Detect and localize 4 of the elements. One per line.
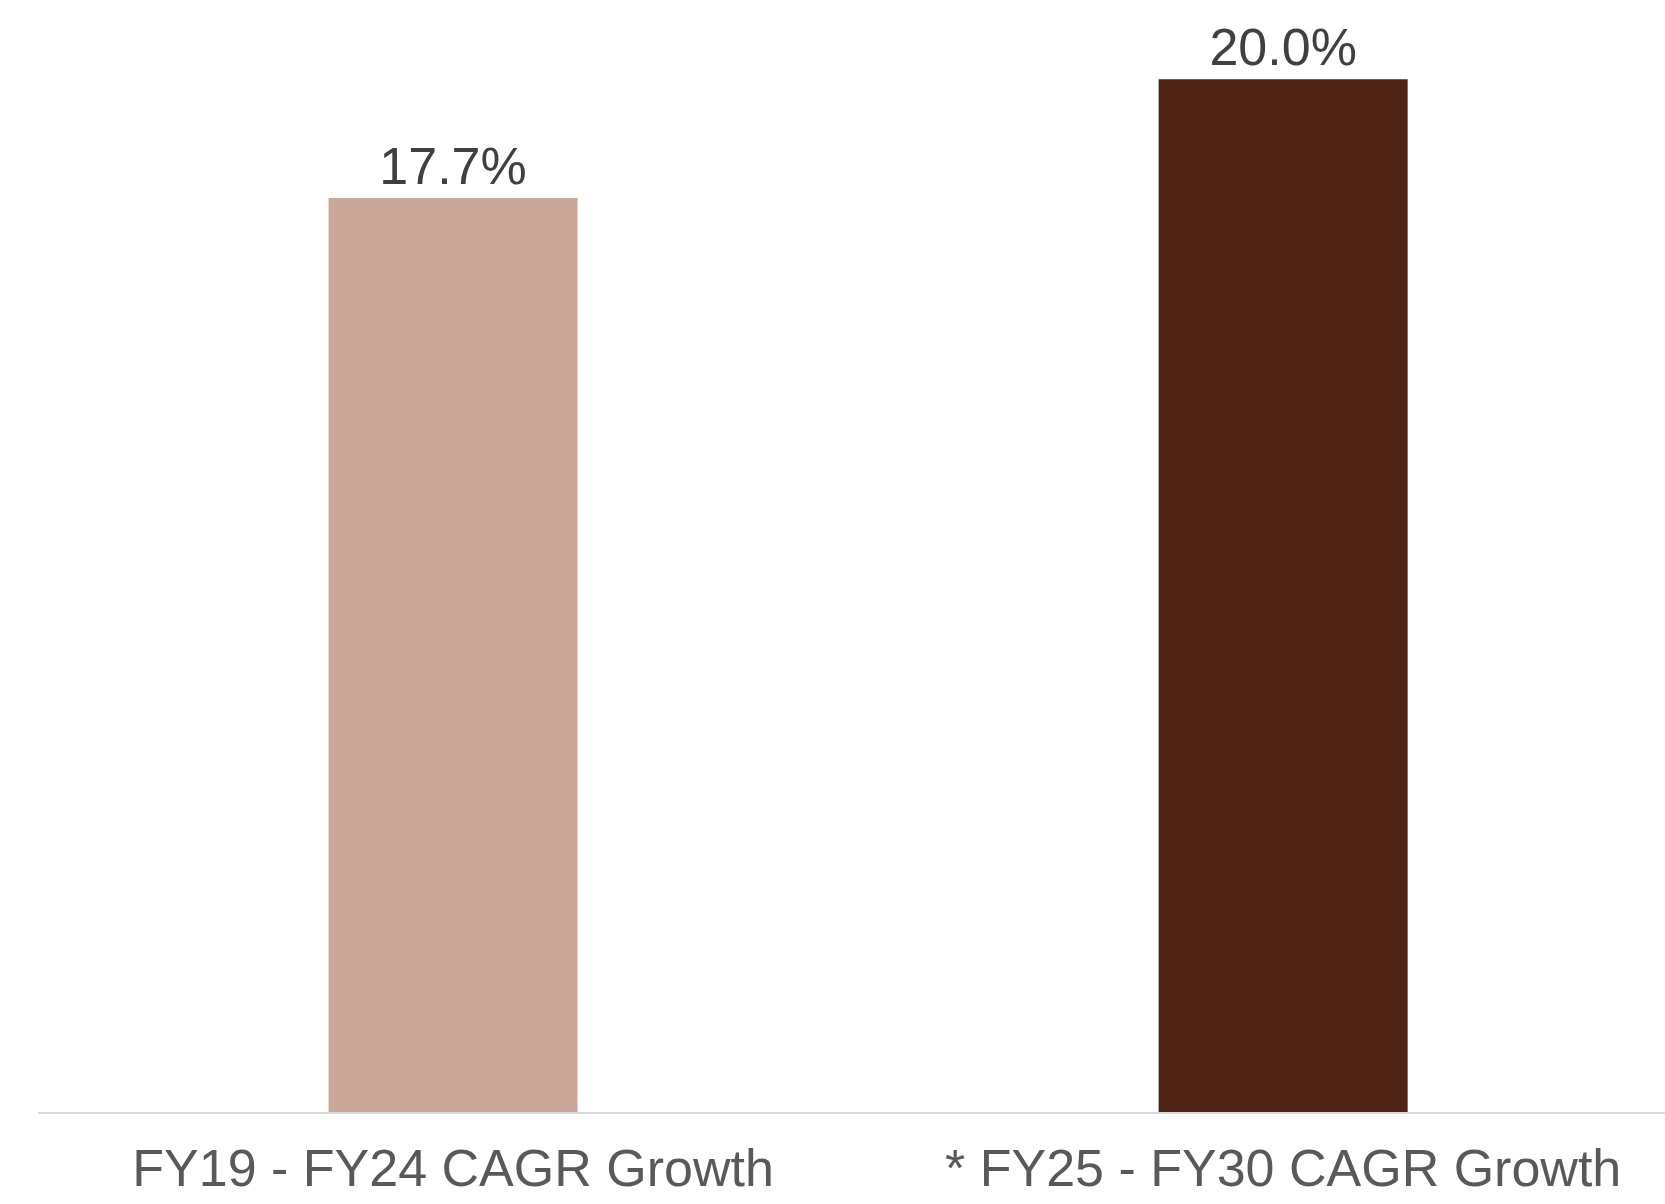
data-label: 20.0% (1209, 18, 1357, 77)
data-label: 17.7% (379, 137, 527, 196)
x-tick-label: FY19 - FY24 CAGR Growth (132, 1139, 774, 1198)
x-tick-label: * FY25 - FY30 CAGR Growth (945, 1139, 1622, 1198)
